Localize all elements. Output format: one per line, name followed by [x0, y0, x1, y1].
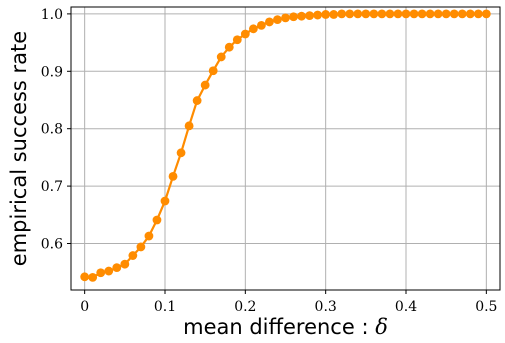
data-point [136, 242, 146, 252]
data-point [361, 9, 371, 19]
data-point [216, 52, 226, 62]
data-point [208, 66, 218, 76]
data-point [305, 11, 314, 21]
data-point [232, 35, 242, 45]
data-point [337, 9, 347, 19]
data-point [224, 42, 234, 52]
data-point [409, 9, 419, 19]
data-point [449, 9, 459, 19]
series-layer [80, 9, 491, 282]
data-point [281, 13, 290, 23]
data-point [88, 272, 98, 282]
data-point [128, 251, 138, 260]
data-point [473, 9, 483, 19]
x-tick-labels: 0 0.1 0.2 0.3 0.4 0.5 [80, 299, 497, 315]
data-point [313, 10, 323, 20]
data-point [345, 9, 355, 19]
data-point [144, 231, 154, 241]
data-point [297, 11, 306, 21]
x-axis-title-text: mean difference : [183, 315, 375, 339]
data-point [240, 29, 250, 39]
y-tick-label: 0.9 [41, 64, 63, 80]
x-tick-label: 0.3 [315, 299, 337, 315]
data-point [168, 171, 178, 181]
data-point [481, 9, 491, 19]
data-point [329, 10, 339, 19]
y-tick-label: 1.0 [41, 7, 63, 23]
data-point [425, 9, 435, 19]
data-point [104, 266, 114, 276]
data-point [273, 15, 282, 25]
data-point [321, 10, 331, 19]
data-point [393, 9, 403, 19]
y-tick-label: 0.6 [41, 237, 63, 253]
x-tick-label: 0.5 [475, 299, 497, 315]
data-point [441, 9, 451, 19]
data-point [377, 9, 387, 19]
data-point [248, 24, 258, 34]
data-point [96, 268, 106, 278]
data-point [257, 20, 266, 30]
data-point [457, 9, 467, 19]
data-point [152, 215, 162, 225]
data-point [80, 272, 90, 282]
grid-lines [71, 7, 500, 290]
data-point [176, 148, 186, 158]
data-point [401, 9, 411, 19]
x-axis-title: mean difference : δ [183, 315, 388, 339]
x-axis-title-symbol: δ [375, 315, 388, 339]
y-tick-label: 0.7 [41, 179, 63, 195]
tick-marks [67, 13, 487, 294]
x-tick-label: 0.2 [234, 299, 256, 315]
x-tick-label: 0.4 [395, 299, 417, 315]
series-line [84, 12, 487, 279]
data-point [120, 259, 130, 269]
data-point [192, 96, 202, 105]
data-point [184, 121, 194, 131]
y-tick-label: 0.8 [41, 122, 63, 138]
plot-frame [70, 6, 501, 291]
y-axis-title: empirical success rate [7, 31, 31, 266]
y-tick-labels: 0.6 0.7 0.8 0.9 1.0 [41, 7, 63, 253]
data-point [289, 12, 298, 22]
data-point [160, 196, 170, 206]
data-point [433, 9, 443, 19]
x-tick-label: 0 [80, 299, 89, 315]
data-point [353, 9, 363, 19]
data-point [417, 9, 427, 19]
data-point [465, 9, 475, 19]
data-point [385, 9, 395, 19]
data-point [200, 80, 210, 90]
data-point [112, 263, 122, 273]
data-point [369, 9, 379, 19]
x-tick-label: 0.1 [154, 299, 176, 315]
data-point [265, 17, 274, 27]
